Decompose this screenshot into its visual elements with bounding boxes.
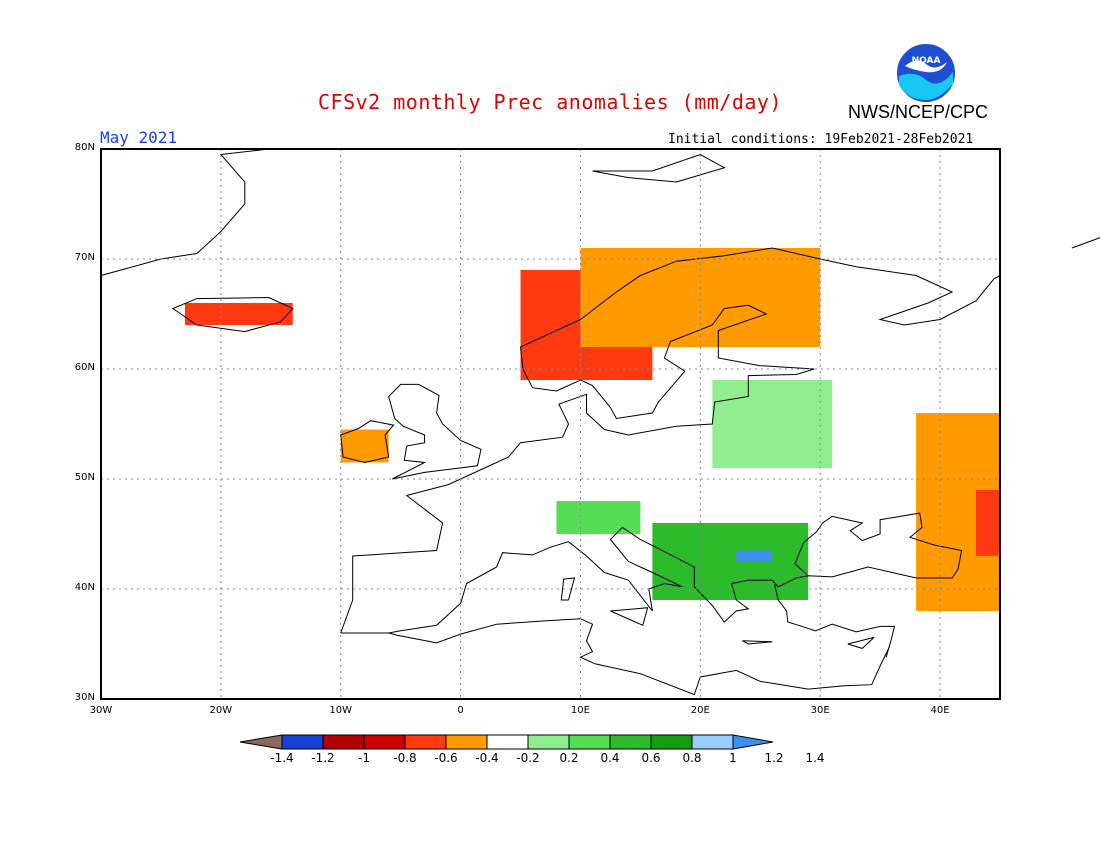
colorbar-box (486, 734, 529, 750)
anomaly-cell (580, 248, 821, 347)
colorbar-tick-label: 1.4 (805, 751, 825, 765)
initial-conditions: Initial conditions: 19Feb2021-28Feb2021 (668, 132, 974, 147)
coastline (742, 640, 773, 645)
colorbar (239, 734, 774, 750)
longitude-label: 20W (209, 705, 233, 716)
colorbar-box (281, 734, 324, 750)
colorbar-tick-label: 1 (729, 751, 737, 765)
colorbar-tick-label: -1.2 (311, 751, 335, 765)
anomaly-cell (652, 523, 809, 600)
colorbar-box (527, 734, 570, 750)
coastline (171, 296, 294, 333)
colorbar-tick-label: 0.6 (641, 751, 661, 765)
latitude-label: 40N (74, 582, 95, 593)
map-title: CFSv2 monthly Prec anomalies (mm/day) (317, 90, 783, 114)
colorbar-box (404, 734, 447, 750)
coastline (560, 577, 576, 601)
forecast-month: May 2021 (100, 128, 178, 147)
latitude-label: 80N (74, 142, 95, 153)
organization-label: NWS/NCEP/CPC (848, 102, 989, 122)
longitude-label: 10E (570, 705, 590, 716)
colorbar-tick-label: 0.2 (559, 751, 579, 765)
longitude-label: 30E (810, 705, 830, 716)
anomaly-cells (184, 248, 1000, 611)
coastlines (100, 148, 1100, 696)
latitude-label: 60N (74, 362, 95, 373)
longitude-label: 20E (690, 705, 710, 716)
longitude-label: 40E (930, 705, 950, 716)
latitude-label: 30N (74, 692, 95, 703)
colorbar-tick-label: -1 (358, 751, 370, 765)
coastline (340, 420, 395, 464)
coastline (388, 383, 482, 480)
noaa-logo-text: NOAA (912, 56, 941, 66)
coastline (340, 512, 963, 634)
anomaly-cell (736, 550, 773, 562)
longitude-label: 30W (89, 705, 113, 716)
anomaly-cell (184, 303, 293, 325)
colorbar-box (363, 734, 406, 750)
colorbar-tick-label: -0.4 (475, 751, 499, 765)
coastline (388, 618, 891, 696)
latitude-label: 70N (74, 252, 95, 263)
coastline (592, 153, 726, 183)
colorbar-box (445, 734, 488, 750)
coastline (100, 148, 269, 276)
colorbar-tick-label: -0.6 (434, 751, 458, 765)
colorbar-tick-label: 1.2 (764, 751, 784, 765)
colorbar-box (609, 734, 652, 750)
longitude-label: 10W (329, 705, 353, 716)
coastline (340, 247, 1001, 634)
colorbar-tick-label: 0.4 (600, 751, 620, 765)
anomaly-cell (712, 380, 833, 468)
anomaly-cell (556, 501, 641, 534)
colorbar-box (691, 734, 734, 750)
coastline (610, 607, 649, 626)
colorbar-tick-label: -0.2 (516, 751, 540, 765)
colorbar-arrow-right (732, 734, 774, 750)
longitude-label: 0 (457, 705, 464, 716)
noaa-logo-icon: NOAA (895, 42, 957, 104)
latitude-label: 50N (74, 472, 95, 483)
colorbar-box (568, 734, 611, 750)
colorbar-arrow-left (239, 734, 283, 750)
coastline (774, 584, 896, 658)
coastline (847, 636, 875, 649)
gridlines (101, 149, 1000, 699)
anomaly-cell (340, 429, 389, 463)
colorbar-box (650, 734, 693, 750)
map-frame (100, 148, 1001, 700)
colorbar-tick-label: -1.4 (270, 751, 294, 765)
anomaly-cell (976, 490, 1000, 556)
colorbar-box (322, 734, 365, 750)
colorbar-tick-label: -0.8 (393, 751, 417, 765)
colorbar-tick-label: 0.8 (682, 751, 702, 765)
coastline (1071, 237, 1100, 249)
